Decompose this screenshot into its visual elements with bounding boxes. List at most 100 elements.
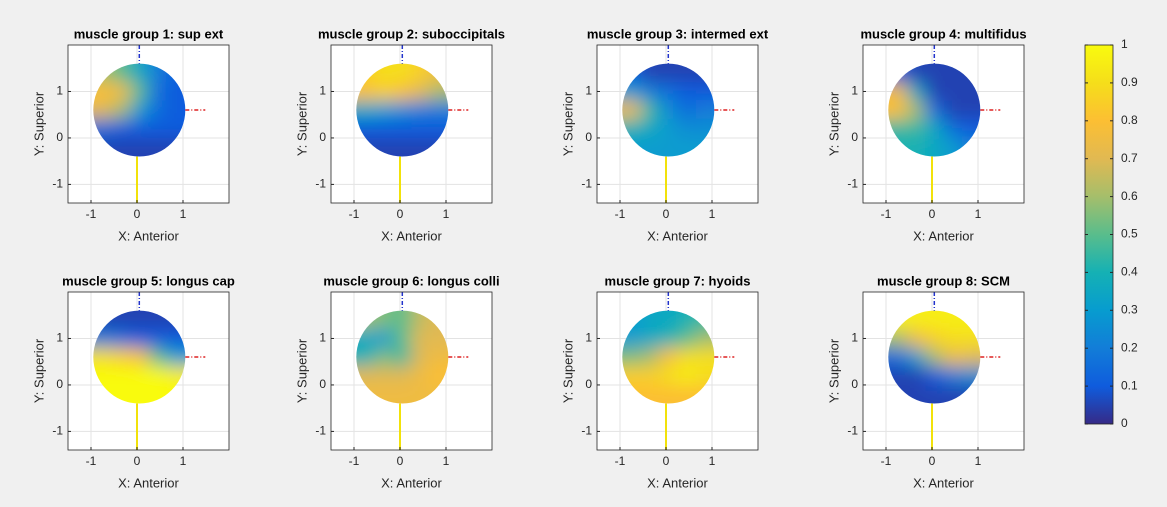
heat-cell bbox=[925, 63, 945, 84]
heat-cell bbox=[393, 347, 413, 368]
heat-cell bbox=[943, 82, 963, 102]
subplot: -1 0 1 -1 0 1 muscle group 4: multifidus X: Ant… bbox=[826, 26, 1026, 243]
colorbar-tick-label: 0.6 bbox=[1121, 189, 1138, 203]
x-tick-label: -1 bbox=[349, 454, 360, 468]
heat-cell bbox=[906, 119, 927, 139]
heat-cell bbox=[111, 366, 132, 386]
heat-cell bbox=[943, 119, 963, 139]
heat-cell bbox=[659, 63, 679, 84]
heat-cell bbox=[356, 100, 376, 121]
y-tick-label: -1 bbox=[581, 177, 592, 191]
subplot: -1 0 1 -1 0 1 muscle group 2: suboccipitals X: … bbox=[294, 26, 505, 243]
heat-cell bbox=[393, 137, 413, 157]
heat-cell bbox=[411, 329, 431, 349]
x-tick-label: -1 bbox=[881, 454, 892, 468]
heat-cell bbox=[393, 119, 413, 139]
colorbar-tick-label: 0 bbox=[1121, 416, 1128, 430]
heat-cell bbox=[411, 82, 431, 102]
colorbar: 0 0.1 0.2 0.3 0.4 0.5 0.6 0.7 0.8 0.9 1 bbox=[1084, 37, 1138, 430]
colorbar-tick-label: 0.4 bbox=[1121, 265, 1138, 279]
heat-cell bbox=[640, 329, 661, 349]
y-tick-label: -1 bbox=[315, 424, 326, 438]
y-tick-label: 0 bbox=[56, 130, 63, 144]
heat-cell bbox=[888, 347, 908, 368]
heat-cell bbox=[148, 347, 168, 368]
subplot: -1 0 1 -1 0 1 muscle group 7: hyoids X: Anterio… bbox=[560, 273, 759, 490]
x-axis-label: X: Anterior bbox=[118, 475, 179, 490]
x-tick-label: 0 bbox=[134, 207, 141, 221]
y-tick-label: -1 bbox=[847, 177, 858, 191]
heat-cell bbox=[374, 366, 395, 386]
heat-cell bbox=[925, 100, 945, 121]
heat-cell bbox=[906, 329, 927, 349]
chart-title: muscle group 6: longus colli bbox=[323, 273, 499, 288]
y-axis-label: Y: Superior bbox=[826, 91, 841, 156]
chart-title: muscle group 1: sup ext bbox=[74, 26, 224, 41]
x-tick-label: 1 bbox=[975, 207, 982, 221]
heat-cell bbox=[111, 347, 132, 368]
x-tick-label: -1 bbox=[615, 454, 626, 468]
heat-cell bbox=[429, 100, 449, 121]
heat-cell bbox=[148, 82, 168, 102]
colorbar-tick-label: 0.8 bbox=[1121, 113, 1138, 127]
heat-cell bbox=[393, 366, 413, 386]
axes-box bbox=[330, 44, 493, 204]
heat-cell bbox=[906, 82, 927, 102]
heat-cell bbox=[148, 329, 168, 349]
heat-cell bbox=[925, 119, 945, 139]
heat-cell bbox=[393, 63, 413, 84]
heat-cell bbox=[622, 347, 642, 368]
axes-box bbox=[330, 291, 493, 451]
heat-cell bbox=[659, 119, 679, 139]
x-axis-label: X: Anterior bbox=[913, 475, 974, 490]
heat-cells bbox=[888, 310, 981, 404]
chart-title: muscle group 2: suboccipitals bbox=[318, 26, 505, 41]
heat-cell bbox=[411, 100, 431, 121]
axes-box bbox=[67, 44, 230, 204]
heat-cell bbox=[659, 384, 679, 404]
y-tick-label: 1 bbox=[585, 84, 592, 98]
heat-cell bbox=[695, 100, 715, 121]
heat-cell bbox=[659, 100, 679, 121]
colorbar-tick-label: 0.2 bbox=[1121, 340, 1138, 354]
heat-cell bbox=[130, 82, 150, 102]
heat-cell bbox=[677, 82, 697, 102]
x-tick-label: -1 bbox=[86, 207, 97, 221]
y-tick-label: 1 bbox=[851, 331, 858, 345]
heat-cell bbox=[393, 384, 413, 404]
y-tick-label: 1 bbox=[319, 331, 326, 345]
heat-cell bbox=[622, 100, 642, 121]
heat-cell bbox=[659, 137, 679, 157]
axes-box bbox=[596, 44, 759, 204]
heat-cell bbox=[677, 329, 697, 349]
colorbar-fill bbox=[1084, 44, 1114, 425]
heat-cell bbox=[130, 384, 150, 404]
axes-box bbox=[67, 291, 230, 451]
heat-cell bbox=[677, 119, 697, 139]
heat-cell bbox=[943, 366, 963, 386]
heat-cell bbox=[411, 347, 431, 368]
heat-cell bbox=[677, 366, 697, 386]
x-tick-label: 0 bbox=[397, 454, 404, 468]
heat-cell bbox=[111, 100, 132, 121]
x-tick-label: -1 bbox=[881, 207, 892, 221]
heat-cell bbox=[393, 82, 413, 102]
x-axis-label: X: Anterior bbox=[913, 228, 974, 243]
heat-cell bbox=[130, 310, 150, 331]
x-axis-label: X: Anterior bbox=[381, 228, 442, 243]
x-tick-label: 1 bbox=[709, 207, 716, 221]
heat-cell bbox=[961, 347, 981, 368]
heat-cell bbox=[925, 347, 945, 368]
colorbar-tick-label: 1 bbox=[1121, 37, 1128, 51]
y-tick-label: -1 bbox=[52, 424, 63, 438]
y-tick-label: -1 bbox=[847, 424, 858, 438]
y-tick-label: 1 bbox=[851, 84, 858, 98]
axes-box bbox=[862, 44, 1025, 204]
x-tick-label: 0 bbox=[134, 454, 141, 468]
heat-cell bbox=[374, 119, 395, 139]
heat-cell bbox=[925, 82, 945, 102]
y-tick-label: 0 bbox=[319, 377, 326, 391]
y-axis-label: Y: Superior bbox=[560, 338, 575, 403]
heat-cell bbox=[659, 310, 679, 331]
x-tick-label: -1 bbox=[349, 207, 360, 221]
